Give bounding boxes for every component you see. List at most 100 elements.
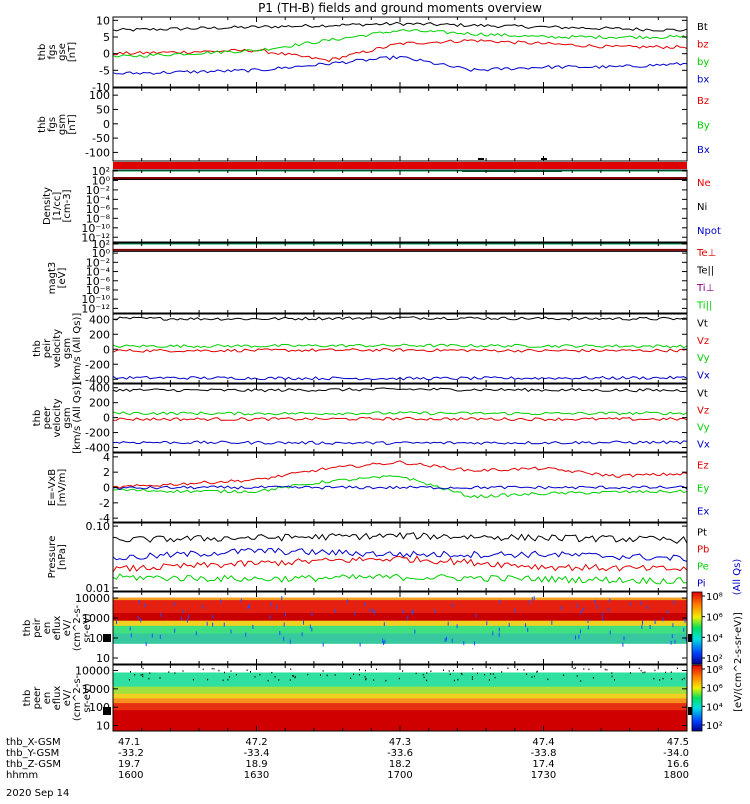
spectrogram-pixel [443, 669, 444, 671]
spectrogram-pixel [195, 631, 197, 636]
spectrogram-pixel [426, 679, 428, 682]
spectrogram-pixel [606, 669, 608, 671]
spectrogram-pixel [460, 672, 462, 675]
spectrogram-pixel [551, 620, 553, 625]
spectrogram-band [113, 656, 687, 660]
spectrogram-pixel [461, 673, 463, 676]
panel-peir-eflux: 10000 1000 100 10 thb peir en eflux eV/(cm^2-s-s… [22, 591, 694, 665]
y-axis-label: [eV] [57, 268, 68, 289]
series-line-vz [112, 348, 688, 353]
spectrogram-pixel [640, 669, 642, 672]
y-axis-label: [mV/m] [57, 469, 68, 507]
spectrogram-pixel [383, 640, 384, 645]
spectrogram-pixel [471, 676, 473, 678]
legend-label: Vx [697, 370, 710, 381]
series-line-vx [112, 440, 688, 446]
spectrogram-pixel [475, 613, 477, 618]
spectrogram-pixel [182, 609, 183, 614]
legend-label: Vz [697, 406, 709, 417]
spectrogram-band [113, 683, 687, 687]
x-tick-label: 17.4 [532, 759, 554, 770]
y-tick-label: 10⁰ [92, 174, 111, 187]
spectrogram-pixel [364, 676, 366, 678]
spectrogram-pixel [334, 674, 336, 676]
x-tick-label: 1700 [387, 770, 412, 781]
spectrogram-pixel [533, 596, 535, 601]
panel-peer-eflux: 10000 1000 100 10 thb peer en eflux eV/(cm^2-s-s… [22, 664, 694, 733]
y-axis-label: eV/ [62, 619, 73, 636]
spectrogram-pixel [227, 679, 229, 681]
y-tick-label: 100 [89, 89, 110, 102]
series-line-vz [112, 416, 688, 422]
legend-label: Vz [697, 336, 709, 347]
series-line-ey [112, 475, 688, 499]
colorbar-strip [691, 591, 703, 665]
y-tick-label: 10 [96, 14, 110, 27]
spectrogram-band [113, 597, 687, 601]
spectrogram-pixel [641, 624, 643, 629]
spectrogram-pixel [278, 679, 280, 681]
spectrogram-pixel [607, 608, 609, 613]
spectrogram-pixel [188, 614, 189, 619]
spectrogram-pixel [527, 600, 529, 605]
spectrogram-pixel [212, 622, 214, 627]
spectrogram-pixel [523, 669, 525, 671]
y-tick-label: 10² [92, 238, 110, 251]
spectrogram-pixel [202, 668, 204, 671]
spectrogram-pixel [670, 671, 672, 673]
y-axis-label: en [42, 622, 53, 635]
y-axis-label: peer [42, 406, 53, 430]
y-axis-label: [1/cc] [52, 192, 63, 221]
spectrogram-pixel [211, 667, 213, 670]
y-axis-label: [nPa] [57, 544, 68, 570]
spectrogram-pixel [309, 624, 311, 629]
spectrogram-pixel [334, 609, 336, 613]
spectrogram-pixel [145, 642, 147, 647]
spectrogram-band [113, 690, 687, 694]
y-axis-label: Pressure [47, 536, 58, 579]
spectrogram-pixel [449, 673, 451, 676]
spectrogram-pixel [246, 669, 248, 671]
y-axis-label: eflux [52, 686, 63, 711]
spectrogram-band [113, 705, 687, 708]
y-axis-label: peer [32, 686, 43, 710]
y-tick-label: 10⁻⁸ [86, 284, 111, 297]
series-line-bt [112, 21, 688, 32]
spectrogram-pixel [151, 633, 153, 638]
spectrogram-pixel [159, 677, 161, 679]
spectrogram-band [113, 617, 687, 621]
spectrogram-band [113, 651, 687, 655]
y-axis-label: thb [37, 116, 48, 133]
y-tick-label: 0 [103, 482, 110, 495]
y-axis-label: (cm^2-s- [72, 674, 83, 721]
legend-label: Ti⊥ [696, 283, 714, 294]
series-line-bx [112, 55, 688, 75]
spectrogram-pixel [129, 626, 131, 631]
spectrogram-pixel [649, 625, 651, 629]
y-tick-label: 0 [103, 343, 110, 356]
spectrogram-pixel [245, 632, 247, 637]
legend-label: bx [697, 74, 709, 85]
spectrogram-pixel [235, 673, 237, 676]
spectrogram-band [113, 607, 687, 611]
y-tick-label: 10⁻⁸ [86, 212, 111, 225]
x-tick-label: 47.2 [245, 737, 267, 748]
y-axis-label: thb [22, 620, 33, 637]
colorbar-strip [691, 664, 703, 732]
spectrogram-pixel [192, 678, 194, 681]
spectrogram-pixel [673, 600, 675, 605]
panel-density: 10²10⁰10⁻²10⁻⁴10⁻⁶10⁻⁸10⁻¹⁰10⁻¹²Density[… [42, 165, 721, 244]
spectrogram-pixel [514, 608, 516, 613]
date-label: 2020 Sep 14 [6, 788, 69, 799]
spectrogram-pixel [580, 629, 581, 634]
spectrogram-pixel [494, 676, 496, 679]
spectrogram-pixel [248, 604, 250, 609]
spectrogram-pixel [563, 674, 565, 676]
series-line-bz [112, 39, 688, 63]
y-tick-label: 0 [103, 412, 110, 425]
spectrogram-pixel [307, 673, 309, 676]
spectrogram-band [113, 630, 687, 634]
spectrogram-pixel [415, 672, 417, 675]
spectrogram-pixel [576, 675, 578, 677]
